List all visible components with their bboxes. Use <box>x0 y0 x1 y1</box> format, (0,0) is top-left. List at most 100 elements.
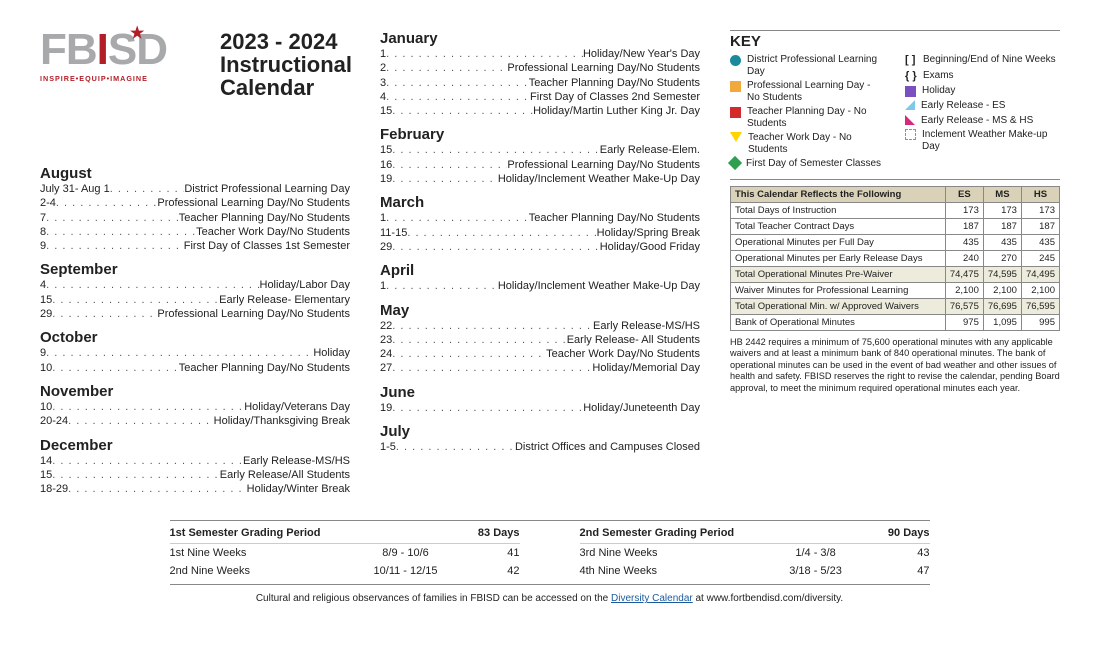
dots <box>386 279 498 293</box>
key-icon <box>905 129 916 140</box>
footer-note: Cultural and religious observances of fa… <box>40 593 1059 604</box>
cell: 270 <box>983 250 1021 266</box>
tagline: INSPIRE•EQUIP•IMAGINE <box>40 74 200 83</box>
event-desc: Holiday <box>313 346 350 360</box>
grading-periods: 1st Semester Grading Period83 Days1st Ni… <box>170 520 930 585</box>
grading-label: 1st Nine Weeks <box>170 547 349 559</box>
grading-title: 2nd Semester Grading Period <box>580 527 759 539</box>
event-line: 1Holiday/Inclement Weather Make-Up Day <box>380 279 700 293</box>
main-content: AugustJuly 31- Aug 1District Professiona… <box>40 30 1059 504</box>
event-desc: District Professional Learning Day <box>184 182 350 196</box>
grading-dates: 10/11 - 12/15 <box>349 565 463 577</box>
key-and-table-column: KEY District Professional Learning DayPr… <box>730 30 1060 504</box>
event-line: 15Holiday/Martin Luther King Jr. Day <box>380 104 700 118</box>
cell: 975 <box>945 314 983 330</box>
dots <box>46 211 179 225</box>
logo-block: FBISD★ INSPIRE•EQUIP•IMAGINE <box>40 30 200 83</box>
cell: 245 <box>1021 250 1059 266</box>
dots <box>56 196 157 210</box>
month-title: December <box>40 437 350 454</box>
grading-semester: 2nd Semester Grading Period 90 Days 3rd Ni… <box>580 525 930 580</box>
event-line: 2-4Professional Learning Day/No Students <box>40 196 350 210</box>
event-desc: Teacher Work Day/No Students <box>196 225 350 239</box>
month-may: May22Early Release-MS/HS23Early Release-… <box>380 302 700 376</box>
event-date: 27 <box>380 361 392 375</box>
header: FBISD★ INSPIRE•EQUIP•IMAGINE 2023 - 2024… <box>40 30 360 99</box>
key-icon: { } <box>905 70 917 83</box>
month-title: February <box>380 126 700 143</box>
key-text: Teacher Work Day - No Students <box>748 132 885 155</box>
month-title: July <box>380 423 700 440</box>
key-text: First Day of Semester Classes <box>746 158 881 170</box>
month-title: April <box>380 262 700 279</box>
dots <box>392 172 498 186</box>
event-desc: Early Release- All Students <box>567 333 700 347</box>
event-desc: Early Release-Elem. <box>600 143 700 157</box>
month-december: December14Early Release-MS/HS15Early Rel… <box>40 437 350 497</box>
dots <box>68 482 247 496</box>
event-line: 18-29Holiday/Winter Break <box>40 482 350 496</box>
dots <box>52 293 219 307</box>
event-date: 19 <box>380 172 392 186</box>
logo-i: I <box>97 25 108 74</box>
event-desc: Teacher Work Day/No Students <box>546 347 700 361</box>
key-left: District Professional Learning Day Profes… <box>730 54 885 173</box>
dots <box>46 239 184 253</box>
month-january: January1Holiday/New Year's Day2Professio… <box>380 30 700 118</box>
logo-fb: FB <box>40 25 97 74</box>
key-row: Professional Learning Day - No Students <box>730 80 885 103</box>
event-desc: Holiday/Memorial Day <box>592 361 700 375</box>
month-september: September4Holiday/Labor Day15Early Relea… <box>40 261 350 321</box>
event-line: 2Professional Learning Day/No Students <box>380 61 700 75</box>
row-label: Total Operational Minutes Pre-Waiver <box>731 266 946 282</box>
cell: 995 <box>1021 314 1059 330</box>
dots <box>392 347 546 361</box>
event-desc: Professional Learning Day/No Students <box>507 158 700 172</box>
cell: 74,595 <box>983 266 1021 282</box>
row-label: Operational Minutes per Early Release Da… <box>731 250 946 266</box>
event-desc: Holiday/New Year's Day <box>583 47 700 61</box>
event-line: 1-5District Offices and Campuses Closed <box>380 440 700 454</box>
event-date: 16 <box>380 158 392 172</box>
month-june: June19Holiday/Juneteenth Day <box>380 384 700 415</box>
month-title: September <box>40 261 350 278</box>
reflects-header: This Calendar Reflects the Following <box>731 186 946 202</box>
event-date: 1-5 <box>380 440 396 454</box>
diversity-link[interactable]: Diversity Calendar <box>611 593 693 604</box>
month-title: November <box>40 383 350 400</box>
event-line: 9First Day of Classes 1st Semester <box>40 239 350 253</box>
cell: 435 <box>945 234 983 250</box>
key-row: [ ]Beginning/End of Nine Weeks <box>905 54 1060 67</box>
row-label: Operational Minutes per Full Day <box>731 234 946 250</box>
event-date: 15 <box>40 468 52 482</box>
footer-pre: Cultural and religious observances of fa… <box>256 593 611 604</box>
col-header: ES <box>945 186 983 202</box>
dots <box>386 211 529 225</box>
month-april: April1Holiday/Inclement Weather Make-Up … <box>380 262 700 293</box>
col-header: MS <box>983 186 1021 202</box>
event-line: 23Early Release- All Students <box>380 333 700 347</box>
dots <box>52 468 220 482</box>
event-line: 29Professional Learning Day/No Students <box>40 307 350 321</box>
grading-label: 3rd Nine Weeks <box>580 547 759 559</box>
event-line: 11-15Holiday/Spring Break <box>380 226 700 240</box>
event-desc: Early Release-MS/HS <box>243 454 350 468</box>
dots <box>407 226 596 240</box>
key-row: District Professional Learning Day <box>730 54 885 77</box>
cell: 240 <box>945 250 983 266</box>
cell: 187 <box>983 218 1021 234</box>
key-icon <box>730 81 741 92</box>
title-year: 2023 - 2024 <box>220 29 337 54</box>
event-desc: Professional Learning Day/No Students <box>157 307 350 321</box>
event-line: 24Teacher Work Day/No Students <box>380 347 700 361</box>
event-date: 20-24 <box>40 414 68 428</box>
dots <box>392 361 592 375</box>
key-text: District Professional Learning Day <box>747 54 885 77</box>
cell: 187 <box>1021 218 1059 234</box>
event-desc: Professional Learning Day/No Students <box>507 61 700 75</box>
event-desc: Teacher Planning Day/No Students <box>529 211 700 225</box>
grading-label: 2nd Nine Weeks <box>170 565 349 577</box>
grading-total: 90 Days <box>873 527 930 539</box>
grading-days: 42 <box>463 565 520 577</box>
cell: 74,475 <box>945 266 983 282</box>
